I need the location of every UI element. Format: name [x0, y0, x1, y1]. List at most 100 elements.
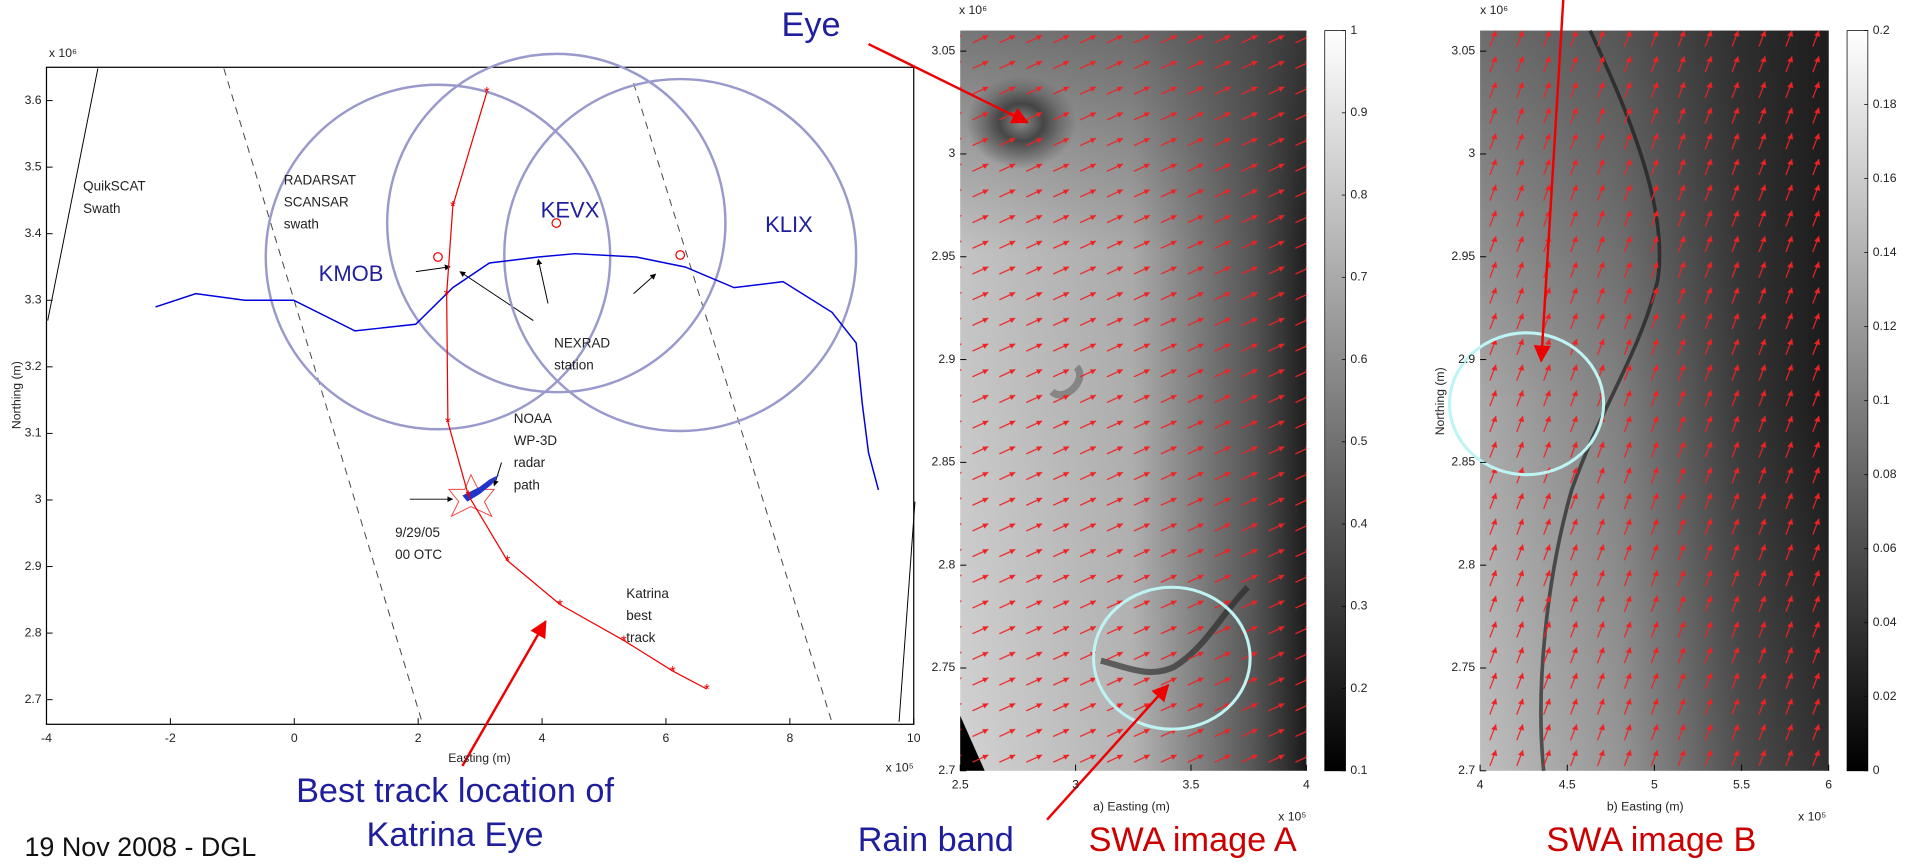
x-axis-label: Easting (m) [448, 751, 510, 765]
x-tick-label: 5.5 [1733, 778, 1750, 792]
colorbar-tick-label: 0.18 [1873, 97, 1897, 111]
colorbar-tick-label: 0.14 [1873, 245, 1897, 259]
y-tick-label: 3.4 [25, 226, 42, 240]
colorbar-tick-label: 0.2 [1350, 681, 1367, 695]
x-axis-label: a) Easting (m) [1093, 800, 1170, 814]
map-note: track [626, 630, 655, 645]
colorbar-tick-label: 0.5 [1350, 434, 1367, 448]
y-tick-label: 3.05 [1451, 43, 1475, 57]
track-point: * [444, 287, 450, 303]
track-point: * [557, 598, 563, 614]
page-body: { "footer": "19 Nov 2008 - DGL", "annota… [0, 0, 1918, 865]
colorbar-tick-label: 0.1 [1873, 393, 1890, 407]
y-tick-label: 2.7 [1458, 763, 1475, 777]
station-marker [434, 253, 443, 262]
map-note: best [626, 608, 652, 623]
y-exponent: x 10⁶ [1480, 3, 1508, 17]
colorbar-tick-label: 0.4 [1350, 516, 1367, 530]
x-tick-label: 4.5 [1559, 778, 1576, 792]
map-note: QuikSCAT [83, 179, 145, 194]
y-exponent: x 10⁶ [49, 46, 77, 60]
y-tick-label: 2.8 [938, 557, 955, 571]
track-point: * [445, 415, 451, 431]
map-note: 00 OTC [395, 547, 442, 562]
colorbar-tick-label: 0.1 [1350, 763, 1367, 777]
track-point: * [505, 554, 511, 570]
y-tick-label: 2.85 [1451, 455, 1475, 469]
colorbar-tick-label: 0.06 [1873, 541, 1897, 555]
x-tick-label: 3 [1072, 778, 1079, 792]
map-note: WP-3D [514, 433, 558, 448]
y-tick-label: 3.05 [932, 43, 956, 57]
y-tick-label: 2.9 [938, 352, 955, 366]
colorbar-tick-label: 0.16 [1873, 171, 1897, 185]
y-tick-label: 2.95 [932, 249, 956, 263]
colorbar-tick-label: 0.02 [1873, 689, 1897, 703]
y-tick-label: 2.8 [25, 625, 42, 639]
x-exponent: x 10⁵ [1798, 810, 1826, 824]
y-tick-label: 2.85 [932, 455, 956, 469]
panel-title: SWA image B [1546, 821, 1756, 859]
x-axis-label: b) Easting (m) [1607, 800, 1684, 814]
map-note: station [554, 357, 594, 372]
x-tick-label: 6 [1825, 778, 1832, 792]
y-tick-label: 2.7 [25, 692, 42, 706]
station-name: KEVX [541, 197, 600, 222]
colorbar-tick-label: 0.08 [1873, 467, 1897, 481]
y-tick-label: 2.95 [1451, 249, 1475, 263]
y-tick-label: 2.8 [1458, 557, 1475, 571]
station-name: KLIX [765, 212, 813, 237]
track-point: * [465, 488, 471, 504]
x-tick-label: 3.5 [1183, 778, 1200, 792]
swa-image-a [960, 31, 1306, 771]
map-note: 9/29/05 [395, 525, 440, 540]
x-tick-label: -2 [165, 731, 176, 745]
radar-range [266, 85, 610, 430]
x-tick-label: 6 [663, 731, 670, 745]
x-tick-label: 0 [291, 731, 298, 745]
swa-image-b [1450, 31, 1829, 771]
station-name: KMOB [319, 261, 384, 286]
page: html, body { margin: 0; padding: 0; widt… [0, 0, 1918, 865]
colorbar-tick-label: 0.04 [1873, 615, 1897, 629]
station-marker [676, 251, 685, 260]
panel-title: SWA image A [1089, 821, 1297, 859]
map-note: path [514, 477, 540, 492]
colorbar-tick-label: 0 [1873, 763, 1880, 777]
map-note: SCANSAR [284, 195, 349, 210]
colorbar-tick-label: 0.3 [1350, 599, 1367, 613]
colorbar-tick-label: 0.9 [1350, 105, 1367, 119]
rain-band-label: Rain band [858, 821, 1014, 859]
map-note: NEXRAD [554, 335, 610, 350]
map-frame [46, 67, 913, 724]
y-tick-label: 2.9 [1458, 352, 1475, 366]
map-note: Katrina [626, 586, 669, 601]
footer: 19 Nov 2008 - DGL [24, 832, 256, 862]
y-exponent: x 10⁶ [959, 3, 987, 17]
x-tick-label: 4 [1303, 778, 1310, 792]
colorbar [1325, 31, 1346, 771]
y-tick-label: 3.1 [25, 426, 42, 440]
best-track-label: Best track location of [296, 772, 614, 810]
track-point: * [670, 664, 676, 680]
map-note: radar [514, 455, 546, 470]
map-note: NOAA [514, 411, 552, 426]
map-note: swath [284, 217, 319, 232]
colorbar-tick-label: 0.12 [1873, 319, 1897, 333]
x-tick-label: 5 [1651, 778, 1658, 792]
colorbar-tick-label: 0.2 [1873, 23, 1890, 37]
track-point: * [704, 682, 710, 698]
colorbar-tick-label: 0.7 [1350, 270, 1367, 284]
y-tick-label: 3 [1468, 146, 1475, 160]
best-track-arrow [462, 622, 545, 766]
y-tick-label: 3 [35, 492, 42, 506]
map-note: RADARSAT [284, 173, 356, 188]
x-tick-label: -4 [41, 731, 52, 745]
map-note: Swath [83, 201, 120, 216]
x-tick-label: 2 [415, 731, 422, 745]
y-tick-label: 3.3 [25, 293, 42, 307]
eye-label: Eye [781, 6, 840, 44]
colorbar-tick-label: 0.8 [1350, 187, 1367, 201]
y-tick-label: 3.5 [25, 159, 42, 173]
x-tick-label: 2.5 [952, 778, 969, 792]
